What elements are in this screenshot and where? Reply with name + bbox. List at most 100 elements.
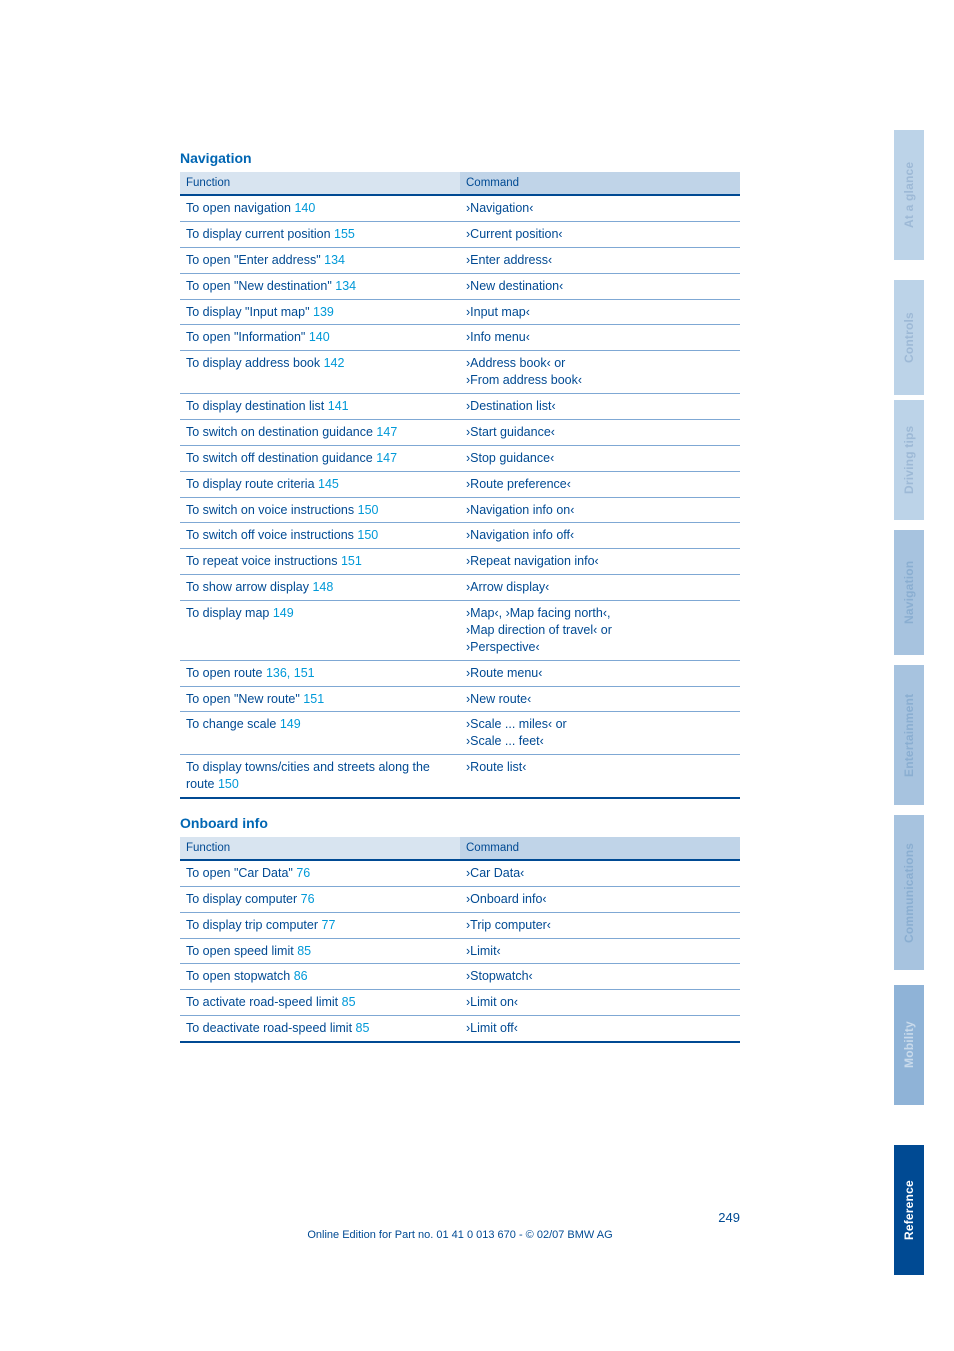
onboard-row: To display trip computer 77›Trip compute… [180, 912, 740, 938]
cmd-text: ›Onboard info‹ [466, 892, 547, 906]
side-tab[interactable]: Communications [894, 815, 924, 970]
nav-row: To display current position 155›Current … [180, 221, 740, 247]
side-tab[interactable]: Entertainment [894, 665, 924, 805]
cmd-text: ›Navigation info on‹ [466, 503, 574, 517]
func-text: To open navigation [186, 201, 291, 215]
page-ref[interactable]: 85 [342, 995, 356, 1009]
cmd-text: ›New destination‹ [466, 279, 563, 293]
nav-cmd-cell: ›New destination‹ [460, 273, 740, 299]
nav-row: To display "Input map" 139›Input map‹ [180, 299, 740, 325]
page-ref[interactable]: 134 [324, 253, 345, 267]
nav-row: To open "New destination" 134 ›New destin… [180, 273, 740, 299]
onboard-table: Function Command To open "Car Data" 76›C… [180, 837, 740, 1043]
page-ref[interactable]: 150 [358, 503, 379, 517]
page-ref[interactable]: 151 [341, 554, 362, 568]
side-tab[interactable]: Mobility [894, 985, 924, 1105]
onboard-func-cell: To open speed limit 85 [180, 938, 460, 964]
cmd-text: ›Route list‹ [466, 760, 526, 774]
func-text: To open "New route" [186, 692, 300, 706]
page-ref[interactable]: 145 [318, 477, 339, 491]
page-ref[interactable]: 76 [301, 892, 315, 906]
onboard-cmd-cell: ›Trip computer‹ [460, 912, 740, 938]
nav-row: To open "New route" 151 ›New route‹ [180, 686, 740, 712]
nav-cmd-cell: ›Scale ... miles‹ or›Scale ... feet‹ [460, 712, 740, 755]
page-ref[interactable]: 155 [334, 227, 355, 241]
func-text: To switch on destination guidance [186, 425, 373, 439]
func-text: To repeat voice instructions [186, 554, 337, 568]
side-tab[interactable]: Navigation [894, 530, 924, 655]
nav-cmd-cell: ›Navigation info off‹ [460, 523, 740, 549]
func-text: To switch off destination guidance [186, 451, 373, 465]
nav-table: Function Command To open navigation 140›… [180, 172, 740, 799]
page-content: Navigation Function Command To open navi… [180, 150, 740, 1043]
cmd-text: ›Destination list‹ [466, 399, 556, 413]
cmd-text: ›Current position‹ [466, 227, 563, 241]
cmd-text: ›Limit‹ [466, 944, 501, 958]
nav-row: To switch off destination guidance 147 ›S… [180, 445, 740, 471]
page-ref[interactable]: 148 [312, 580, 333, 594]
onboard-row: To deactivate road-speed limit 85›Limit … [180, 1016, 740, 1042]
nav-row: To show arrow display 148 ›Arrow display‹ [180, 575, 740, 601]
page-ref[interactable]: 149 [280, 717, 301, 731]
side-tabs: At a glance Controls Driving tips Navigatio… [864, 0, 954, 1351]
page-ref[interactable]: 86 [294, 969, 308, 983]
page-ref[interactable]: 136, 151 [266, 666, 315, 680]
func-text: To display address book [186, 356, 320, 370]
nav-row: To display route criteria 145›Route pref… [180, 471, 740, 497]
nav-cmd-cell: ›Arrow display‹ [460, 575, 740, 601]
cmd-text: ›Navigation‹ [466, 201, 533, 215]
page-ref[interactable]: 151 [303, 692, 324, 706]
func-text: To switch off voice instructions [186, 528, 354, 542]
page-ref[interactable]: 77 [322, 918, 336, 932]
nav-row: To open "Information" 140›Info menu‹ [180, 325, 740, 351]
page-ref[interactable]: 150 [357, 528, 378, 542]
func-text: To show arrow display [186, 580, 309, 594]
nav-row: To repeat voice instructions 151 ›Repeat … [180, 549, 740, 575]
nav-func-cell: To switch on voice instructions 150 [180, 497, 460, 523]
page-ref[interactable]: 85 [356, 1021, 370, 1035]
func-text: To display computer [186, 892, 297, 906]
page-ref[interactable]: 134 [335, 279, 356, 293]
side-tab[interactable]: Driving tips [894, 400, 924, 520]
page-ref[interactable]: 139 [313, 305, 334, 319]
page-ref[interactable]: 140 [294, 201, 315, 215]
page-ref[interactable]: 147 [376, 451, 397, 465]
nav-row: To switch off voice instructions 150 ›Nav… [180, 523, 740, 549]
page-ref[interactable]: 141 [328, 399, 349, 413]
nav-cmd-cell: ›Repeat navigation info‹ [460, 549, 740, 575]
page-number: 249 [180, 1210, 740, 1225]
cmd-text: ›Route menu‹ [466, 666, 542, 680]
func-text: To activate road-speed limit [186, 995, 338, 1009]
side-tab[interactable]: At a glance [894, 130, 924, 260]
nav-row: To change scale 149 ›Scale ... miles‹ or›… [180, 712, 740, 755]
func-text: To open "Car Data" [186, 866, 293, 880]
page-ref[interactable]: 149 [273, 606, 294, 620]
cmd-text: ›New route‹ [466, 692, 531, 706]
page-ref[interactable]: 85 [297, 944, 311, 958]
cmd-text: ›Stop guidance‹ [466, 451, 554, 465]
nav-cmd-cell: ›New route‹ [460, 686, 740, 712]
nav-func-cell: To open "New destination" 134 [180, 273, 460, 299]
side-tab[interactable]: Reference [894, 1145, 924, 1275]
nav-func-cell: To open navigation 140 [180, 195, 460, 221]
page-ref[interactable]: 142 [324, 356, 345, 370]
func-text: To change scale [186, 717, 276, 731]
page-ref[interactable]: 147 [376, 425, 397, 439]
nav-func-cell: To open "Enter address" 134 [180, 247, 460, 273]
nav-cmd-cell: ›Route list‹ [460, 755, 740, 798]
cmd-text: ›Start guidance‹ [466, 425, 555, 439]
onboard-func-cell: To deactivate road-speed limit 85 [180, 1016, 460, 1042]
cmd-text: ›Address book‹ or›From address book‹ [466, 356, 582, 387]
side-tab[interactable]: Controls [894, 280, 924, 395]
onboard-func-cell: To activate road-speed limit 85 [180, 990, 460, 1016]
func-text: To open "Enter address" [186, 253, 321, 267]
nav-func-cell: To open "New route" 151 [180, 686, 460, 712]
func-text: To open stopwatch [186, 969, 290, 983]
onboard-cmd-cell: ›Stopwatch‹ [460, 964, 740, 990]
nav-row: To switch on destination guidance 147 ›St… [180, 419, 740, 445]
page-ref[interactable]: 150 [218, 777, 239, 791]
page-ref[interactable]: 140 [309, 330, 330, 344]
page-ref[interactable]: 76 [296, 866, 310, 880]
nav-cmd-cell: ›Destination list‹ [460, 394, 740, 420]
nav-cmd-cell: ›Route menu‹ [460, 660, 740, 686]
